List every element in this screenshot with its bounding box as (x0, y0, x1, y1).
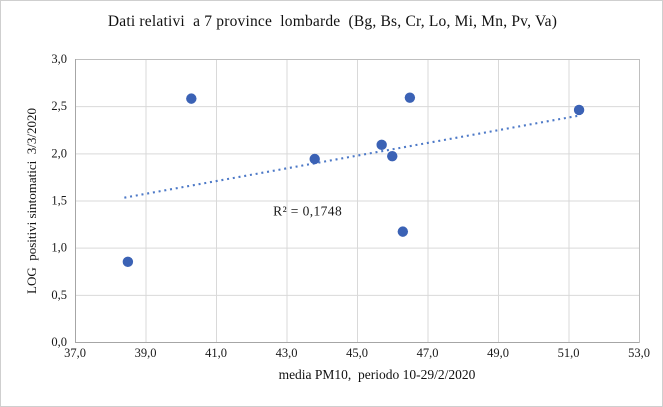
x-tick-label: 51,0 (558, 346, 580, 360)
x-tick-label: 49,0 (487, 346, 509, 360)
data-point (186, 93, 197, 104)
x-tick-label: 53,0 (628, 346, 650, 360)
chart-title: Dati relativi a 7 province lombarde (Bg,… (107, 13, 558, 30)
data-point (404, 92, 416, 103)
x-tick-label: 41,0 (205, 346, 227, 360)
y-axis-title: LOG positivi sintomatici 3/3/2020 (24, 108, 39, 294)
x-tick-label: 45,0 (346, 346, 368, 360)
y-tick-label: 1,5 (51, 194, 67, 208)
x-axis-title: media PM10, periodo 10-29/2/2020 (278, 367, 476, 382)
trendline (124, 114, 580, 199)
x-tick-label: 47,0 (417, 346, 439, 360)
x-tick-label: 39,0 (135, 346, 157, 360)
y-tick-label: 0,5 (51, 288, 67, 302)
y-tick-label: 2,0 (51, 146, 67, 160)
data-point (376, 139, 387, 151)
x-tick-label: 43,0 (276, 346, 298, 360)
data-point (309, 153, 320, 165)
y-tick-label: 1,0 (51, 241, 67, 255)
y-tick-label: 3,0 (51, 52, 67, 66)
data-point (122, 256, 134, 268)
data-point (387, 150, 398, 162)
x-tick-label: 37,0 (64, 346, 86, 360)
y-tick-label: 2,5 (51, 99, 67, 113)
data-point (397, 226, 409, 237)
data-point (573, 104, 585, 116)
r-squared-label: R² = 0,1748 (273, 203, 342, 218)
y-tick-label: 0,0 (51, 335, 67, 349)
